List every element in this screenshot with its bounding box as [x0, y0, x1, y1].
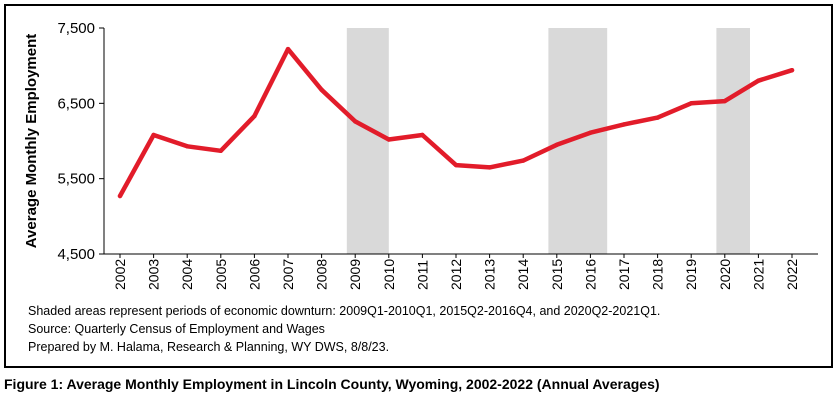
data-point: [185, 144, 190, 149]
y-axis-label: Average Monthly Employment: [23, 34, 40, 248]
data-point: [621, 122, 627, 127]
y-ticks: 4,500 5,500 6,500 7,500: [57, 20, 104, 263]
data-point: [655, 115, 660, 120]
data-point: [487, 165, 492, 170]
y-tick-label: 6,500: [57, 95, 95, 112]
data-point: [521, 158, 526, 163]
x-tick-label: 2003: [146, 259, 162, 290]
data-point: [689, 101, 694, 106]
x-tick-label: 2015: [549, 259, 565, 290]
chart-frame: [4, 4, 833, 368]
note-source: Source: Quarterly Census of Employment a…: [28, 322, 325, 336]
data-point: [722, 98, 727, 104]
x-tick-label: 2021: [750, 259, 766, 290]
x-tick-label: 2010: [381, 259, 397, 290]
downturn-band: [548, 28, 608, 254]
data-point: [151, 132, 156, 138]
x-tick-label: 2002: [112, 259, 128, 290]
x-ticks: 2002 2003 2004 2005 2006 2007 2008 2009 2010 2011…: [112, 254, 800, 290]
note-shaded-areas: Shaded areas represent periods of econom…: [28, 304, 661, 318]
data-point: [386, 137, 391, 142]
chart-notes: Shaded areas represent periods of econom…: [28, 302, 660, 356]
note-prepared-by: Prepared by M. Halama, Research & Planni…: [28, 340, 390, 354]
figure-caption: Figure 1: Average Monthly Employment in …: [4, 376, 660, 392]
data-point: [756, 78, 761, 83]
x-tick-label: 2004: [179, 259, 195, 290]
data-point: [588, 130, 593, 135]
x-tick-label: 2022: [784, 259, 800, 290]
y-tick-label: 7,500: [57, 20, 95, 37]
data-point: [319, 87, 324, 92]
x-tick-label: 2008: [314, 259, 330, 290]
x-tick-label: 2019: [683, 259, 699, 290]
x-tick-label: 2018: [650, 259, 666, 290]
x-tick-label: 2016: [582, 259, 598, 290]
x-tick-label: 2009: [347, 259, 363, 290]
data-point: [420, 132, 425, 138]
x-tick-label: 2012: [448, 259, 464, 290]
x-tick-label: 2011: [414, 260, 430, 290]
x-tick-label: 2020: [717, 259, 733, 290]
x-tick-label: 2013: [482, 259, 498, 290]
x-tick-label: 2007: [280, 259, 296, 290]
downturn-band: [346, 28, 389, 254]
y-tick-label: 5,500: [57, 171, 95, 188]
y-tick-label: 4,500: [57, 246, 95, 263]
data-point: [789, 67, 795, 73]
downturn-band: [716, 28, 750, 254]
series-line: [117, 46, 795, 199]
data-point: [353, 119, 358, 124]
data-point: [218, 148, 223, 153]
data-point: [252, 113, 257, 119]
data-point: [117, 193, 123, 199]
data-point: [554, 142, 559, 147]
data-point: [453, 162, 459, 168]
data-points: [117, 46, 795, 199]
x-tick-label: 2005: [213, 259, 229, 290]
x-tick-label: 2006: [246, 259, 262, 290]
x-tick-label: 2017: [616, 259, 632, 290]
downturn-shading: [346, 28, 750, 254]
data-point: [285, 46, 291, 52]
x-tick-label: 2014: [515, 259, 531, 290]
